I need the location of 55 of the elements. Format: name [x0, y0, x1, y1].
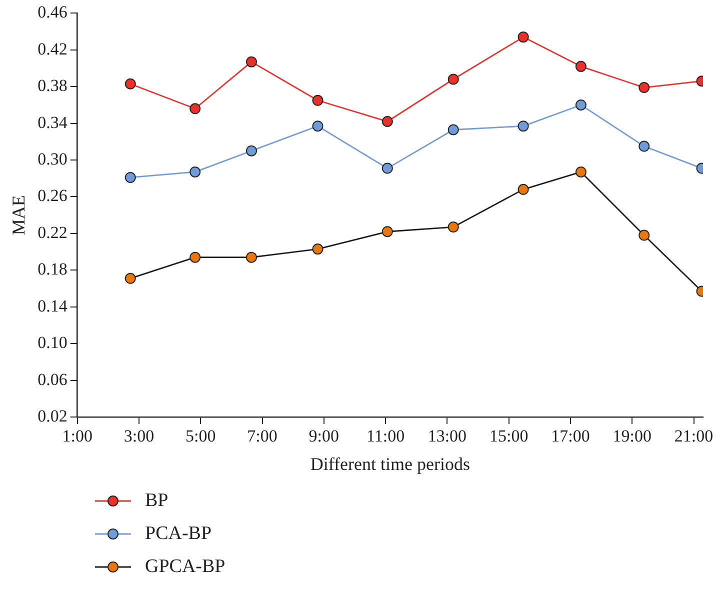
x-tick-label: 19:00	[612, 426, 652, 446]
y-tick-label: 0.14	[38, 296, 68, 316]
point	[124, 172, 136, 183]
x-tick-label: 21:00	[674, 426, 714, 446]
point	[124, 272, 136, 284]
x-tick-label: 5:00	[186, 426, 216, 446]
point	[382, 226, 393, 238]
y-tick-label: 0.34	[38, 112, 68, 132]
point	[246, 252, 257, 263]
x-tick-label: 9:00	[308, 426, 340, 446]
point	[448, 124, 459, 136]
x-tick-label: 11:00	[366, 426, 405, 446]
point	[448, 222, 459, 233]
point	[382, 162, 393, 174]
x-tick-label: 3:00	[124, 426, 154, 446]
point	[190, 166, 201, 178]
point	[638, 230, 650, 241]
point	[575, 166, 586, 178]
y-axis-title: MAE	[8, 195, 29, 236]
y-tick-label: 0.18	[38, 260, 68, 279]
x-tick-label: 17:00	[551, 426, 590, 446]
legend-label: BP	[145, 490, 168, 512]
x-tick-label: 7:00	[247, 426, 278, 446]
point	[246, 56, 257, 68]
x-tick-label: 15:00	[489, 426, 528, 446]
point	[190, 103, 201, 114]
y-tick-label: 0.02	[38, 406, 68, 426]
y-tick-label: 0.38	[38, 76, 68, 96]
y-tick-label: 0.30	[38, 150, 68, 169]
y-tick-label: 0.42	[38, 39, 68, 58]
x-tick-label: 13:00	[428, 426, 467, 446]
y-tick-label: 0.46	[38, 2, 68, 22]
y-tick-label: 0.06	[38, 370, 68, 389]
point	[312, 244, 324, 255]
legend-label: GPCA-BP	[145, 556, 226, 578]
point	[638, 140, 650, 152]
point	[312, 94, 324, 106]
x-axis-title: Different time periods	[310, 454, 470, 474]
point	[518, 32, 529, 43]
y-tick-label: 0.22	[38, 222, 68, 242]
point	[312, 120, 324, 132]
y-tick-label: 0.10	[38, 333, 68, 352]
point	[124, 78, 136, 90]
point	[518, 120, 529, 132]
point	[190, 252, 201, 263]
legend-label: PCA-BP	[145, 522, 212, 544]
x-tick-label: 1:00	[62, 426, 92, 446]
point	[518, 184, 529, 195]
point	[575, 99, 586, 110]
point	[638, 82, 650, 94]
y-tick-label: 0.26	[38, 186, 68, 206]
point	[246, 145, 257, 156]
point	[448, 74, 459, 85]
point	[382, 116, 393, 127]
point	[575, 60, 586, 72]
